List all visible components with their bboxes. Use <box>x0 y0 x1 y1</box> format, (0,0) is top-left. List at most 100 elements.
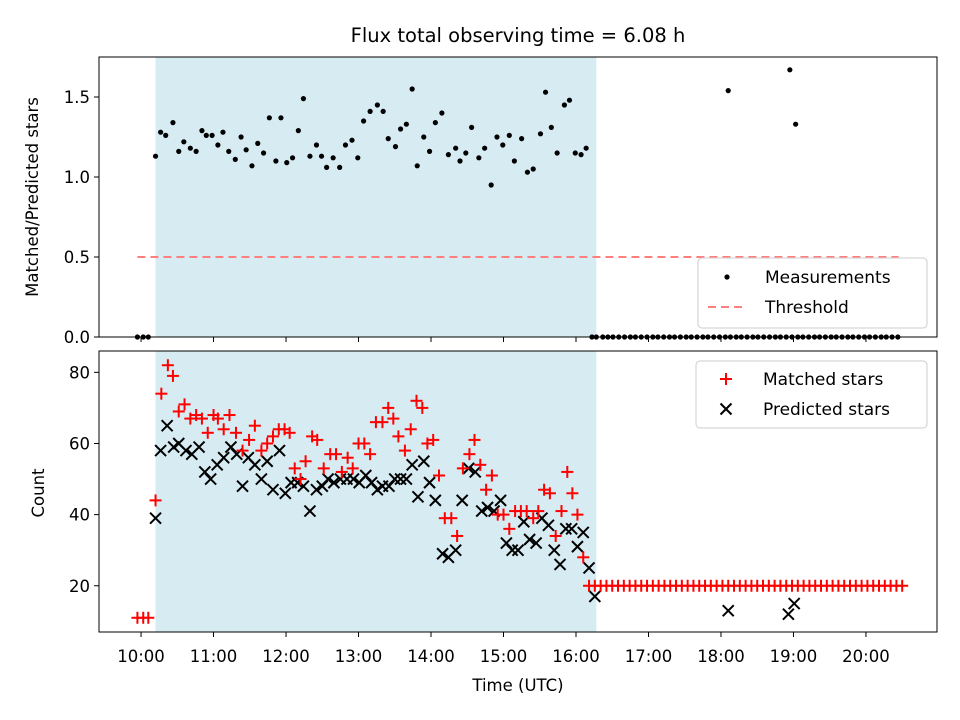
ratio-y-ticks: 0.0 0.5 1.0 1.5 <box>64 88 99 347</box>
measurement-point <box>193 148 199 154</box>
measurement-point <box>300 96 307 102</box>
matched-star-point <box>382 401 395 414</box>
measurement-point <box>374 102 380 108</box>
legend-matched-marker <box>720 373 732 385</box>
matched-star-point <box>358 437 371 450</box>
measurement-point <box>238 134 244 140</box>
measurement-point <box>530 166 536 172</box>
matched-star-point <box>255 444 268 457</box>
measurement-point <box>199 128 205 134</box>
predicted-star-point <box>475 504 488 518</box>
matched-star-points <box>131 359 909 624</box>
predicted-star-point <box>542 519 555 532</box>
predicted-star-point <box>571 540 584 553</box>
measurement-point <box>457 158 463 164</box>
measurement-point <box>163 132 169 138</box>
measurement-point <box>488 182 494 188</box>
matched-star-point <box>485 469 498 482</box>
predicted-star-point <box>160 419 174 432</box>
matched-star-point <box>555 505 568 518</box>
matched-star-point <box>243 433 256 446</box>
matched-star-point <box>445 512 458 525</box>
counts-legend-box <box>695 360 928 429</box>
measurement-point <box>220 129 226 135</box>
y-tick-label: 0.5 <box>64 248 90 267</box>
matched-star-point <box>416 401 429 414</box>
measurement-point <box>482 145 488 151</box>
x-tick-label: 20:00 <box>842 647 890 666</box>
measurement-point <box>566 97 573 103</box>
predicted-star-point <box>273 444 286 457</box>
predicted-star-point <box>411 490 425 504</box>
x-tick-label: 10:00 <box>117 647 165 666</box>
x-tick-label: 15:00 <box>480 647 528 666</box>
predicted-star-point <box>303 504 317 518</box>
measurement-point <box>324 164 330 170</box>
matched-star-point <box>294 473 307 486</box>
matched-star-point <box>195 412 208 425</box>
matched-star-point <box>456 462 469 475</box>
ratio-legend: Measurements Threshold <box>697 257 928 329</box>
measurement-point <box>578 152 584 158</box>
x-tick-label: 11:00 <box>190 647 238 666</box>
counts-x-ticks: 10:00 11:00 12:00 13:00 14:00 15:00 16:00 17:00… <box>117 632 890 666</box>
predicted-star-point <box>266 483 280 496</box>
measurement-point <box>542 89 549 95</box>
matched-star-point <box>346 462 359 475</box>
legend-predicted-symbol <box>719 402 733 416</box>
predicted-star-point <box>449 543 462 557</box>
measurement-point <box>506 132 512 138</box>
predicted-star-point <box>394 472 407 486</box>
matched-star-point <box>149 494 162 507</box>
counts-axes-frame <box>98 350 938 633</box>
predicted-star-point <box>722 604 735 617</box>
measurement-point <box>187 145 193 151</box>
matched-star-point <box>261 437 274 450</box>
matched-star-point <box>166 369 179 382</box>
y-tick-label: 20 <box>69 577 90 596</box>
measurement-point <box>554 150 560 156</box>
measurement-point <box>215 142 221 148</box>
predicted-star-point <box>782 608 795 621</box>
x-tick-label: 14:00 <box>407 647 455 666</box>
measurement-point <box>463 150 469 156</box>
measurement-point <box>583 145 589 151</box>
matched-star-point <box>451 529 464 542</box>
matched-star-point <box>387 412 400 425</box>
matched-star-point <box>404 423 417 436</box>
matched-star-point <box>392 430 405 443</box>
y-tick-label: 1.5 <box>64 88 90 107</box>
predicted-star-point <box>327 476 341 489</box>
predicted-star-point <box>548 543 561 557</box>
x-tick-label: 17:00 <box>625 647 673 666</box>
measurement-point <box>284 160 290 166</box>
predicted-star-point <box>310 483 323 496</box>
y-tick-label: 80 <box>69 363 90 382</box>
predicted-star-point <box>436 547 449 560</box>
observing-span-top <box>155 57 597 337</box>
x-axis-label: Time (UTC) <box>471 676 563 695</box>
matched-star-point <box>299 455 312 468</box>
measurement-point <box>453 145 459 151</box>
measurement-point <box>176 148 182 154</box>
predicted-star-point <box>192 440 206 454</box>
predicted-star-point <box>179 444 193 457</box>
measurement-point <box>158 129 164 135</box>
matched-star-point <box>480 483 493 496</box>
measurement-point <box>439 110 445 116</box>
matched-star-point <box>566 487 579 500</box>
measurement-point <box>170 120 176 126</box>
y-tick-label: 60 <box>69 434 90 453</box>
matched-star-point <box>463 448 476 461</box>
matched-star-point <box>217 423 230 436</box>
measurement-point <box>403 121 409 127</box>
x-tick-label: 18:00 <box>697 647 745 666</box>
measurement-point <box>367 108 373 114</box>
matched-star-point <box>896 579 909 592</box>
counts-y-ticks: 20 40 60 80 <box>69 363 99 596</box>
matched-star-point <box>223 409 236 422</box>
predicted-star-point <box>204 472 217 486</box>
predicted-star-point <box>400 472 413 486</box>
measurement-point <box>360 118 367 124</box>
